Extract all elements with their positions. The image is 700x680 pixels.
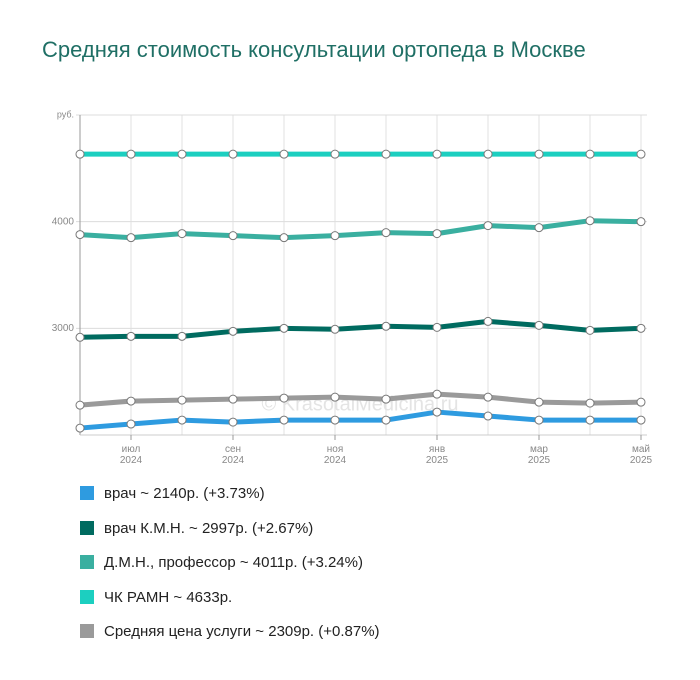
point: [483, 392, 493, 402]
point: [126, 396, 136, 406]
legend-entry: ЧК РАМН ~ 4633р.: [80, 589, 232, 606]
point: [126, 149, 136, 159]
legend-entry: врач К.М.Н. ~ 2997р. (+2.67%): [80, 520, 313, 537]
legend-swatch: [80, 520, 94, 535]
x-tick-label: мар 2025: [527, 444, 551, 466]
point: [534, 223, 544, 233]
point: [534, 320, 544, 330]
point: [75, 400, 85, 410]
point: [585, 398, 595, 408]
point: [330, 231, 340, 241]
legend-label: врач К.М.Н. ~ 2997р. (+2.67%): [104, 519, 314, 537]
point: [381, 394, 391, 404]
y-tick-label: 4000: [52, 216, 75, 227]
point: [126, 331, 136, 341]
point: [126, 233, 136, 243]
point: [126, 419, 136, 429]
legend-label: Средняя цена услуги ~ 2309р. (+0.87%): [104, 623, 380, 640]
point: [177, 149, 187, 159]
point: [279, 149, 289, 159]
y-tick-label: руб.: [57, 109, 74, 119]
x-tick-label: ноя 2024: [323, 444, 347, 466]
point: [228, 394, 238, 404]
legend-swatch: [80, 555, 94, 569]
series-line: [79, 218, 642, 241]
legend-entry: врач ~ 2140р. (+3.73%): [80, 485, 265, 502]
legend-swatch: [80, 486, 94, 500]
point: [228, 417, 238, 427]
point: [228, 326, 238, 336]
point: [585, 325, 595, 335]
point: [432, 389, 442, 399]
x-tick-label: май 2025: [629, 444, 653, 466]
series-line: [79, 391, 642, 408]
point: [636, 397, 646, 407]
point: [381, 415, 391, 425]
point: [330, 392, 340, 402]
point: [330, 415, 340, 425]
point: [75, 230, 85, 240]
point: [228, 231, 238, 241]
point: [279, 233, 289, 243]
series-line: [79, 318, 642, 340]
point: [432, 407, 442, 417]
point: [432, 322, 442, 332]
legend-label: ЧК РАМН ~ 4633р.: [104, 588, 233, 606]
point: [279, 415, 289, 425]
series-line: [79, 409, 641, 431]
point: [585, 149, 595, 159]
legend-swatch: [80, 624, 94, 638]
point: [534, 397, 544, 407]
point: [381, 228, 391, 238]
legend-swatch: [80, 589, 94, 604]
y-tick-label: 3000: [52, 323, 75, 334]
point: [330, 324, 340, 334]
legend-entry: Средняя цена услуги ~ 2309р. (+0.87%): [80, 623, 380, 640]
point: [636, 217, 646, 227]
point: [75, 423, 85, 433]
x-tick-label: сен 2024: [221, 444, 245, 466]
point: [483, 411, 493, 421]
point: [279, 323, 289, 333]
point: [636, 323, 646, 333]
point: [585, 216, 595, 226]
point: [228, 149, 238, 159]
chart-title: Средняя стоимость консультации ортопеда …: [42, 37, 586, 62]
point: [381, 321, 391, 331]
point: [177, 229, 187, 239]
legend-label: врач ~ 2140р. (+3.73%): [104, 485, 265, 502]
point: [585, 415, 595, 425]
point: [330, 149, 340, 159]
point: [483, 149, 493, 159]
point: [75, 149, 85, 159]
point: [534, 415, 544, 425]
point: [483, 221, 493, 231]
point: [177, 395, 187, 405]
point: [381, 149, 391, 159]
x-tick-label: янв 2025: [425, 444, 449, 466]
point: [432, 149, 442, 159]
legend-entry: Д.М.Н., профессор ~ 4011р. (+3.24%): [80, 554, 363, 571]
legend-label: Д.М.Н., профессор ~ 4011р. (+3.24%): [104, 554, 363, 571]
point: [279, 393, 289, 403]
point: [483, 316, 493, 326]
point: [75, 332, 85, 342]
point: [534, 149, 544, 159]
point: [432, 229, 442, 239]
point: [177, 415, 187, 425]
point: [636, 415, 646, 425]
point: [636, 149, 646, 159]
point: [177, 331, 187, 341]
x-tick-label: июл 2024: [119, 444, 143, 466]
